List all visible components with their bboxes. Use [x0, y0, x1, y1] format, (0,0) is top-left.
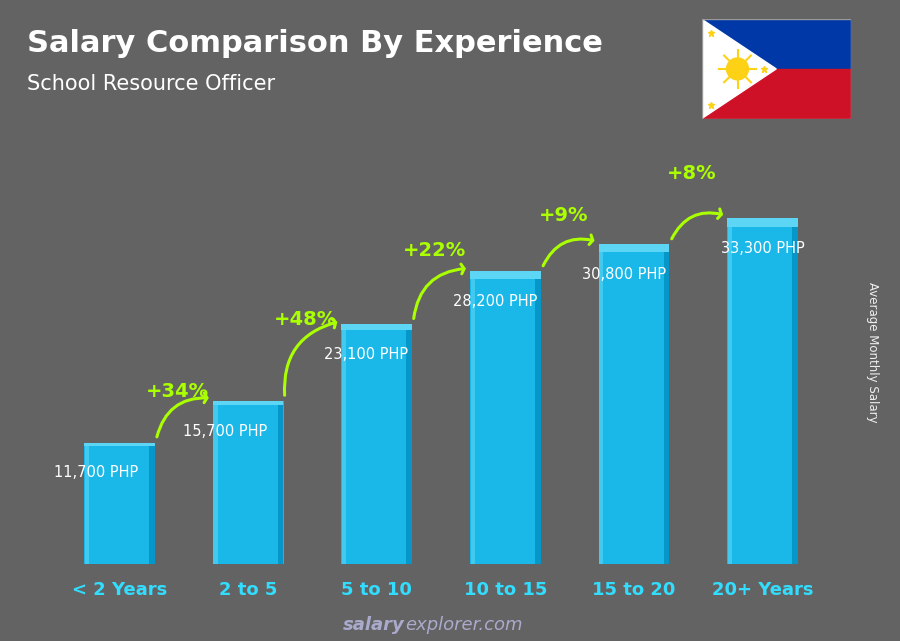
Bar [599, 244, 603, 564]
FancyBboxPatch shape [727, 219, 797, 227]
Text: 23,100 PHP: 23,100 PHP [324, 347, 409, 362]
FancyBboxPatch shape [212, 401, 284, 405]
Bar [702, 19, 850, 69]
Bar [212, 401, 284, 564]
Bar [792, 219, 797, 564]
Bar [85, 443, 155, 564]
Text: 11,700 PHP: 11,700 PHP [54, 465, 139, 481]
Bar [407, 324, 412, 564]
Text: Average Monthly Salary: Average Monthly Salary [867, 282, 879, 423]
Bar [85, 443, 89, 564]
Bar [341, 324, 412, 564]
Bar [149, 443, 155, 564]
Bar [342, 324, 346, 564]
Text: +8%: +8% [667, 165, 716, 183]
Text: 15,700 PHP: 15,700 PHP [183, 424, 267, 439]
Polygon shape [702, 19, 776, 119]
Text: +48%: +48% [274, 310, 338, 329]
Bar [535, 271, 541, 564]
Text: 30,800 PHP: 30,800 PHP [581, 267, 666, 282]
Bar [470, 271, 541, 564]
Text: +9%: +9% [538, 206, 588, 225]
Text: School Resource Officer: School Resource Officer [27, 74, 275, 94]
Bar [213, 401, 218, 564]
FancyBboxPatch shape [598, 244, 670, 253]
Bar [278, 401, 284, 564]
FancyBboxPatch shape [85, 443, 155, 445]
Text: salary: salary [343, 616, 405, 634]
Text: +22%: +22% [403, 241, 466, 260]
Text: explorer.com: explorer.com [405, 616, 523, 634]
Text: 28,200 PHP: 28,200 PHP [453, 294, 537, 309]
Bar [702, 69, 850, 119]
FancyBboxPatch shape [341, 324, 412, 330]
Bar [727, 219, 797, 564]
Text: +34%: +34% [146, 383, 209, 401]
Bar [663, 244, 670, 564]
Text: 33,300 PHP: 33,300 PHP [721, 241, 805, 256]
FancyBboxPatch shape [470, 271, 541, 279]
Text: Salary Comparison By Experience: Salary Comparison By Experience [27, 29, 603, 58]
Bar [471, 271, 475, 564]
Bar [598, 244, 670, 564]
Bar [728, 219, 732, 564]
Circle shape [726, 58, 749, 80]
